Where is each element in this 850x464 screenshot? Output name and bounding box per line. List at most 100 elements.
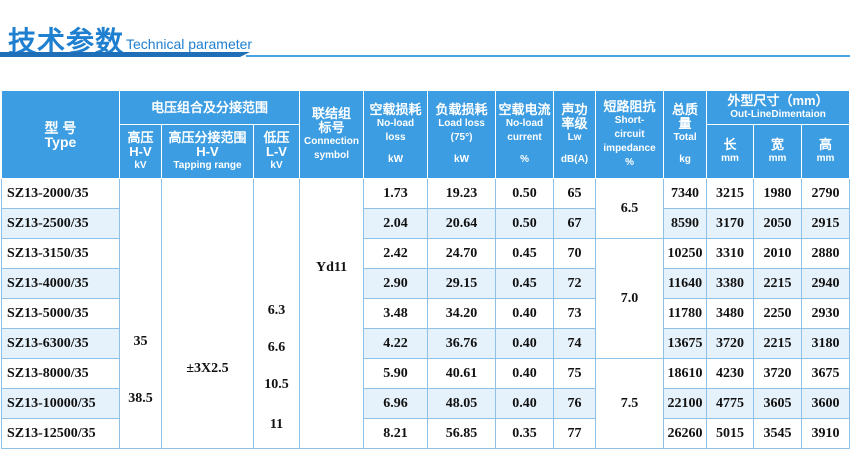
table-cell: 1980 — [753, 178, 803, 209]
table-cell: SZ13-6300/35 — [1, 328, 120, 359]
table-row: SZ13-5000/35 3.48 34.20 0.40 73 11780 3480 2250… — [1, 298, 850, 329]
table-cell: 0.45 — [495, 268, 555, 299]
table-cell: 2.90 — [363, 268, 429, 299]
header-cell: 声功 率级 Lw dB(A) — [553, 90, 597, 179]
table-cell: 0.50 — [495, 178, 555, 209]
table-cell: 3.48 — [363, 298, 429, 329]
table-body: SZ13-2000/35 35 38.5 ±3X2.5 6.3 6.6 10.5 11 Yd11… — [1, 178, 850, 449]
table-cell: 3720 — [706, 328, 755, 359]
table-cell: 0.40 — [495, 388, 555, 419]
header-cell: 空载损耗 No-load loss kW — [363, 90, 429, 179]
table-cell: 1.73 — [363, 178, 429, 209]
table-cell: 56.85 — [427, 418, 497, 449]
table-cell: 18610 — [663, 358, 708, 389]
cell-value: 38.5 — [128, 391, 153, 406]
table-cell: 74 — [553, 328, 597, 359]
table-row: SZ13-2000/35 35 38.5 ±3X2.5 6.3 6.6 10.5 11 Yd11… — [1, 178, 850, 449]
table-cell: 3170 — [706, 208, 755, 239]
header-cell: 空载电流 No-load current% — [495, 90, 555, 179]
table-cell: 2940 — [801, 268, 850, 299]
impedance-cell: 6.5 — [595, 178, 665, 239]
merged-cell: 6.3 6.6 10.5 11 — [252, 178, 301, 449]
header-cell: 低压 L-V kV — [252, 124, 301, 179]
header-cell: 高压分接范围 H-V Tapping range — [161, 124, 254, 179]
table-cell: SZ13-2500/35 — [1, 208, 120, 239]
table-cell: 10250 — [663, 238, 708, 269]
subtitle: Technical parameter — [126, 36, 253, 52]
table-cell: 26260 — [663, 418, 708, 449]
table-cell: 40.61 — [427, 358, 497, 389]
table-cell: 5.90 — [363, 358, 429, 389]
table-cell: 3545 — [753, 418, 803, 449]
merged-box: Yd11 — [300, 179, 363, 448]
table-cell: 7340 — [663, 178, 708, 209]
header-cell: 联结组 标号 Connection symbol — [299, 90, 365, 179]
table-row: SZ13-6300/35 4.22 36.76 0.40 74 13675 3720 2215… — [1, 328, 850, 359]
header-cell: 短路阻抗 Short-circuit impedance% — [595, 90, 665, 179]
cell-value: 35 — [133, 334, 148, 349]
table-cell: 73 — [553, 298, 597, 329]
table-cell: 2930 — [801, 298, 850, 329]
table-cell: 3480 — [706, 298, 755, 329]
table-cell: 19.23 — [427, 178, 497, 209]
table-cell: 0.40 — [495, 358, 555, 389]
table-cell: 3310 — [706, 238, 755, 269]
cell-value: 6.6 — [267, 340, 286, 355]
table-row: SZ13-2500/35 2.04 20.64 0.50 67 8590 3170 2050 2… — [1, 208, 850, 239]
table-cell: 4.22 — [363, 328, 429, 359]
table-cell: 11780 — [663, 298, 708, 329]
table-cell: 13675 — [663, 328, 708, 359]
table-cell: 3180 — [801, 328, 850, 359]
table-cell: 48.05 — [427, 388, 497, 419]
table-cell: 5015 — [706, 418, 755, 449]
table-cell: 77 — [553, 418, 597, 449]
table-cell: 65 — [553, 178, 597, 209]
table-cell: 3910 — [801, 418, 850, 449]
cell-value: 6.3 — [267, 303, 286, 318]
table-cell: SZ13-2000/35 — [1, 178, 120, 209]
divider — [246, 55, 850, 57]
header-cell: 高压 H-V kV — [119, 124, 162, 179]
spec-table: 型 号 Type 电压组合及分接范围 联结组 标号 Connection symbol … — [1, 90, 850, 449]
table-cell: 20.64 — [427, 208, 497, 239]
table-cell: 29.15 — [427, 268, 497, 299]
impedance-cell: 7.5 — [595, 358, 665, 449]
table-cell: 2790 — [801, 178, 850, 209]
table-cell: 2.42 — [363, 238, 429, 269]
banner: 技术参数 Technical parameter — [0, 0, 850, 60]
table-cell: SZ13-3150/35 — [1, 238, 120, 269]
table-cell: 3215 — [706, 178, 755, 209]
table-cell: 8590 — [663, 208, 708, 239]
table-cell: SZ13-4000/35 — [1, 268, 120, 299]
cell-value: Yd11 — [315, 260, 348, 275]
table-cell: 2.04 — [363, 208, 429, 239]
header-cell: 宽 mm — [753, 124, 803, 179]
table-cell: 2915 — [801, 208, 850, 239]
table-cell: 6.96 — [363, 388, 429, 419]
table-cell: 2215 — [753, 328, 803, 359]
table-cell: 11640 — [663, 268, 708, 299]
table-row: SZ13-3150/35 2.42 24.70 0.45 70 7.0 10250 3310 2… — [1, 238, 850, 359]
table-cell: 24.70 — [427, 238, 497, 269]
table-cell: 2250 — [753, 298, 803, 329]
table-cell: 76 — [553, 388, 597, 419]
table-row: SZ13-8000/35 5.90 40.61 0.40 75 7.5 18610 4230 3… — [1, 358, 850, 449]
merged-cell: ±3X2.5 — [161, 178, 254, 449]
table-cell: 3380 — [706, 268, 755, 299]
table-cell: 72 — [553, 268, 597, 299]
table-row: SZ13-4000/35 2.90 29.15 0.45 72 11640 3380 2215… — [1, 268, 850, 299]
table-cell: 4230 — [706, 358, 755, 389]
merged-box: 35 38.5 — [120, 179, 161, 448]
table-cell: SZ13-5000/35 — [1, 298, 120, 329]
cell-value: 11 — [269, 417, 284, 432]
table-cell: 3675 — [801, 358, 850, 389]
table-cell: SZ13-10000/35 — [1, 388, 120, 419]
header-cell: 型 号 Type — [1, 90, 120, 179]
table-row: SZ13-12500/35 8.21 56.85 0.35 77 26260 5015 354… — [1, 418, 850, 449]
table-cell: 0.45 — [495, 238, 555, 269]
table-cell: 67 — [553, 208, 597, 239]
table-cell: 4775 — [706, 388, 755, 419]
table-cell: 3600 — [801, 388, 850, 419]
header-cell: 电压组合及分接范围 — [118, 90, 301, 125]
